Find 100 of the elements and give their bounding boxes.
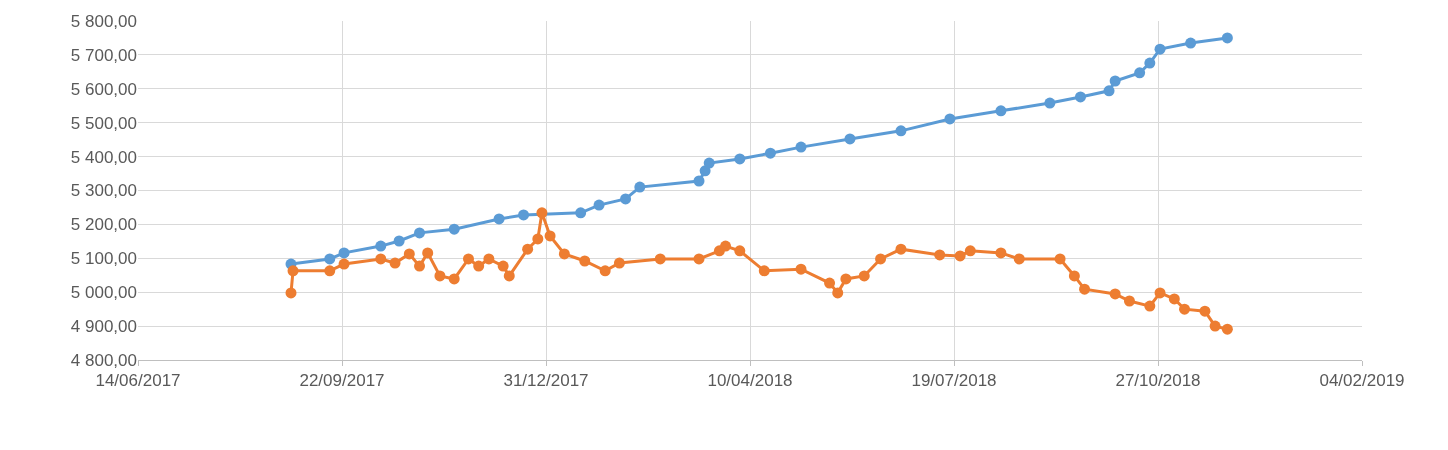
- point: [832, 287, 844, 299]
- point: [375, 240, 387, 252]
- x-tick-label: 19/07/2018: [911, 371, 997, 391]
- point: [1103, 85, 1115, 97]
- point: [493, 213, 505, 225]
- point: [1168, 293, 1180, 305]
- point: [844, 133, 856, 145]
- point: [795, 141, 807, 153]
- point: [840, 273, 852, 285]
- point: [613, 257, 625, 269]
- point: [620, 193, 632, 205]
- point: [693, 253, 705, 265]
- point: [285, 287, 297, 299]
- point: [858, 270, 870, 282]
- point: [1079, 283, 1091, 295]
- x-tick-label: 04/02/2019: [1319, 371, 1405, 391]
- point: [518, 209, 530, 221]
- point: [558, 248, 570, 260]
- point: [403, 248, 415, 260]
- point: [544, 230, 556, 242]
- x-tick-label: 22/09/2017: [299, 371, 385, 391]
- point: [1054, 253, 1066, 265]
- point: [634, 181, 646, 193]
- point: [522, 243, 534, 255]
- point: [287, 265, 299, 277]
- point: [995, 105, 1007, 117]
- point: [703, 157, 715, 169]
- point: [448, 223, 460, 235]
- y-tick-label: 5 700,00: [70, 45, 137, 65]
- point: [964, 245, 976, 257]
- point: [1074, 91, 1086, 103]
- y-tick-label: 5 300,00: [70, 181, 137, 201]
- point: [824, 277, 836, 289]
- point: [389, 257, 401, 269]
- point: [338, 247, 350, 259]
- point: [473, 260, 485, 272]
- point: [764, 147, 776, 159]
- y-tick-label: 5 000,00: [70, 283, 137, 303]
- point: [536, 207, 548, 219]
- y-tick-label: 5 100,00: [70, 249, 137, 269]
- point: [995, 247, 1007, 259]
- point: [462, 253, 474, 265]
- point: [875, 253, 887, 265]
- y-tick-label: 5 500,00: [70, 113, 137, 133]
- point: [338, 258, 350, 270]
- point: [734, 153, 746, 165]
- point: [503, 270, 515, 282]
- y-tick-label: 5 600,00: [70, 79, 137, 99]
- point: [734, 245, 746, 257]
- point: [1109, 288, 1121, 300]
- point: [758, 265, 770, 277]
- point: [532, 233, 544, 245]
- point: [1221, 323, 1233, 335]
- point: [1109, 75, 1121, 87]
- point: [497, 260, 509, 272]
- point: [324, 253, 336, 265]
- y-tick-label: 5 800,00: [70, 11, 137, 31]
- point: [1123, 295, 1135, 307]
- y-tick-label: 5 400,00: [70, 147, 137, 167]
- point: [393, 235, 405, 247]
- x-tick-label: 31/12/2017: [503, 371, 589, 391]
- point: [1209, 320, 1221, 332]
- point: [654, 253, 666, 265]
- point: [1013, 253, 1025, 265]
- point: [422, 247, 434, 259]
- point: [795, 263, 807, 275]
- point: [1154, 43, 1166, 55]
- x-tick-label: 27/10/2018: [1115, 371, 1201, 391]
- point: [593, 199, 605, 211]
- point: [434, 270, 446, 282]
- point: [1144, 57, 1156, 69]
- point: [1154, 287, 1166, 299]
- y-tick-label: 5 200,00: [70, 215, 137, 235]
- point: [1221, 32, 1233, 44]
- point: [1179, 303, 1191, 315]
- point: [895, 243, 907, 255]
- x-tick-label: 10/04/2018: [707, 371, 793, 391]
- point: [599, 265, 611, 277]
- y-tick-label: 4 800,00: [70, 350, 137, 370]
- point: [954, 250, 966, 262]
- point: [1044, 97, 1056, 109]
- point: [1134, 67, 1146, 79]
- point: [693, 175, 705, 187]
- point: [1144, 300, 1156, 312]
- point: [934, 249, 946, 261]
- point: [579, 255, 591, 267]
- point: [720, 240, 732, 252]
- point: [414, 227, 426, 239]
- point: [1199, 305, 1211, 317]
- point: [1068, 270, 1080, 282]
- x-tick-label: 14/06/2017: [95, 371, 181, 391]
- point: [895, 125, 907, 137]
- point: [1185, 37, 1197, 49]
- y-tick-label: 4 900,00: [70, 317, 137, 337]
- point: [448, 273, 460, 285]
- point: [483, 253, 495, 265]
- point: [944, 113, 956, 125]
- point: [324, 265, 336, 277]
- point: [375, 253, 387, 265]
- point: [575, 207, 587, 219]
